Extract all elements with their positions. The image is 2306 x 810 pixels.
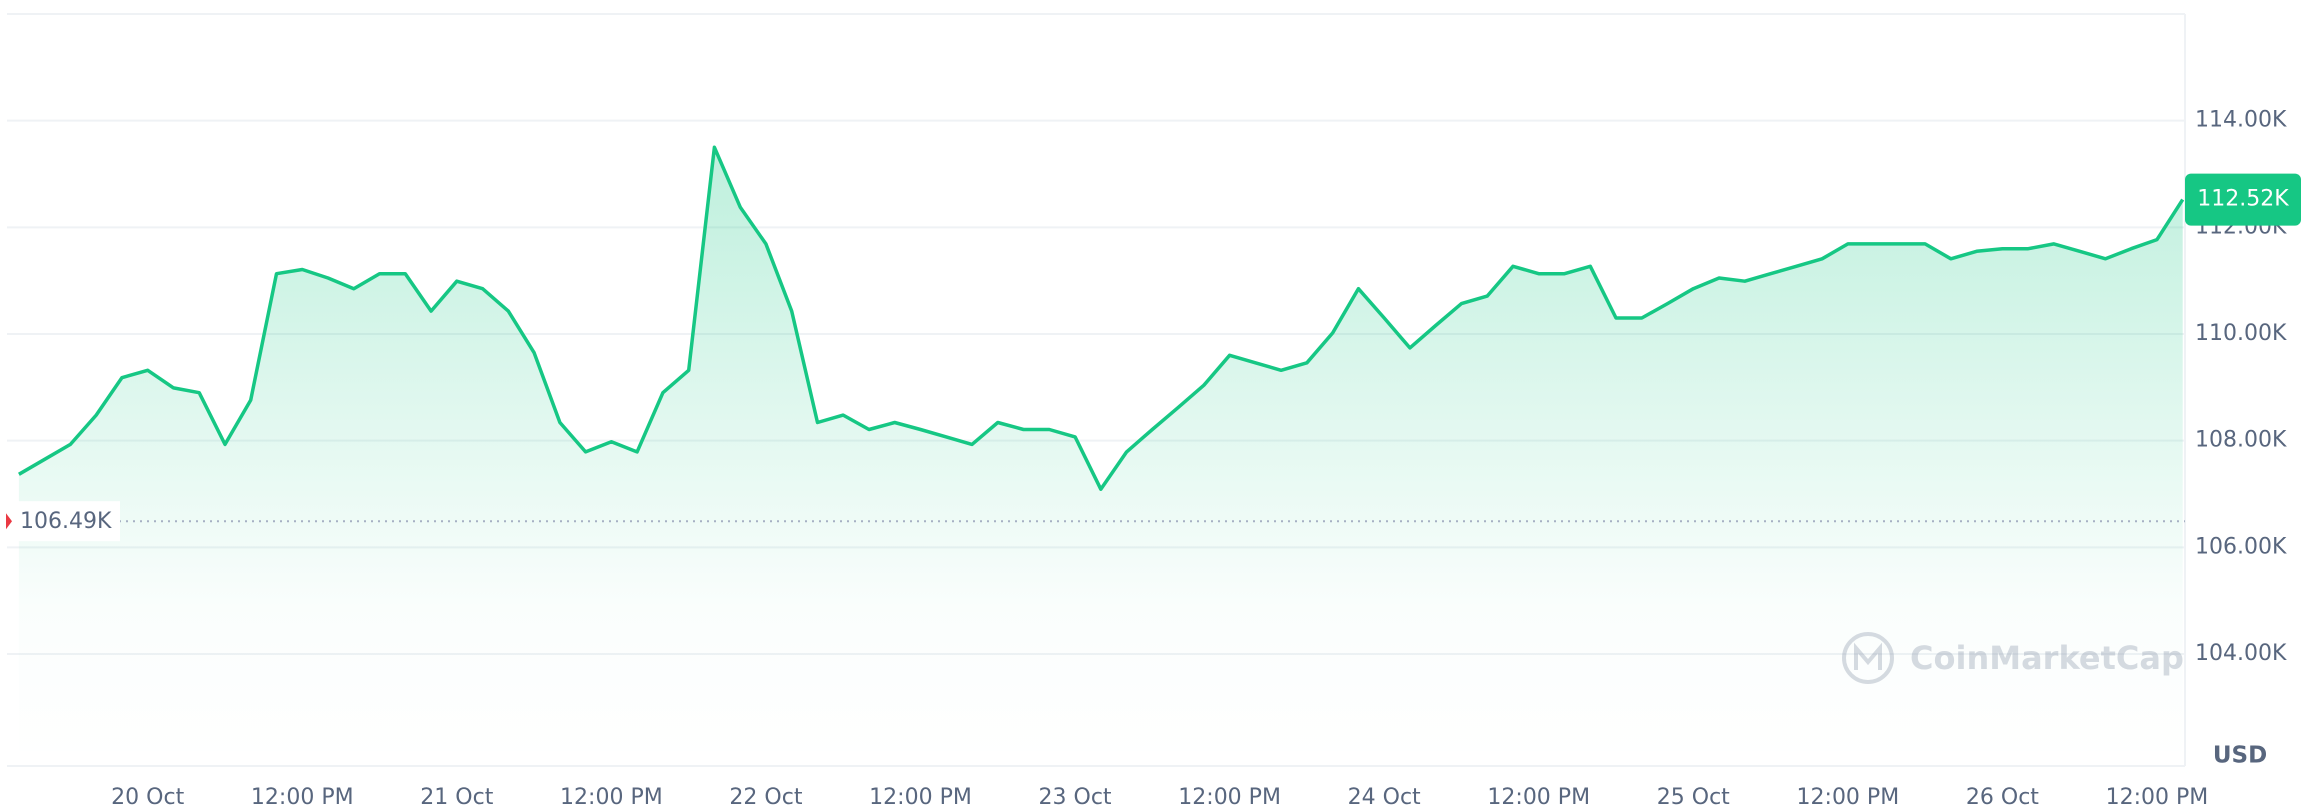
- watermark-logo: [1842, 632, 1894, 684]
- x-tick-label: 12:00 PM: [1178, 785, 1281, 810]
- x-tick-label: 25 Oct: [1657, 785, 1730, 810]
- price-area: [18, 147, 2183, 767]
- plot: [18, 145, 2185, 767]
- baseline-label: 106.49K: [20, 509, 112, 534]
- currency-label: USD: [2213, 743, 2267, 769]
- y-tick-label: 108.00K: [2195, 428, 2287, 453]
- x-tick-label: 12:00 PM: [869, 785, 972, 810]
- price-line: [18, 145, 2185, 491]
- y-tick-label: 104.00K: [2195, 641, 2287, 666]
- baseline-label-bg: [8, 501, 120, 542]
- baseline-marker: [6, 513, 12, 530]
- y-tick-label: 114.00K: [2195, 108, 2287, 133]
- x-tick-label: 22 Oct: [729, 785, 802, 810]
- y-tick-label: 106.00K: [2195, 534, 2287, 559]
- current-price-badge: 112.52K: [2185, 173, 2301, 226]
- x-tick-label: 12:00 PM: [560, 785, 663, 810]
- x-tick-label: 12:00 PM: [1487, 785, 1590, 810]
- x-tick-label: 12:00 PM: [1797, 785, 1900, 810]
- watermark-logo-mark: [1854, 642, 1882, 670]
- x-tick-label: 23 Oct: [1039, 785, 1112, 810]
- current-price-badge-bg: [2185, 173, 2301, 226]
- y-tick-label: 110.00K: [2195, 321, 2287, 346]
- current-price-label: 112.52K: [2197, 187, 2289, 212]
- x-tick-label: 12:00 PM: [251, 785, 354, 810]
- x-tick-label: 21 Oct: [420, 785, 493, 810]
- watermark: CoinMarketCap: [1842, 632, 2184, 684]
- watermark-text: CoinMarketCap: [1910, 639, 2184, 677]
- x-tick-label: 20 Oct: [111, 785, 184, 810]
- x-tick-label: 26 Oct: [1966, 785, 2039, 810]
- x-tick-label: 24 Oct: [1348, 785, 1421, 810]
- x-tick-label: 12:00 PM: [2106, 785, 2209, 810]
